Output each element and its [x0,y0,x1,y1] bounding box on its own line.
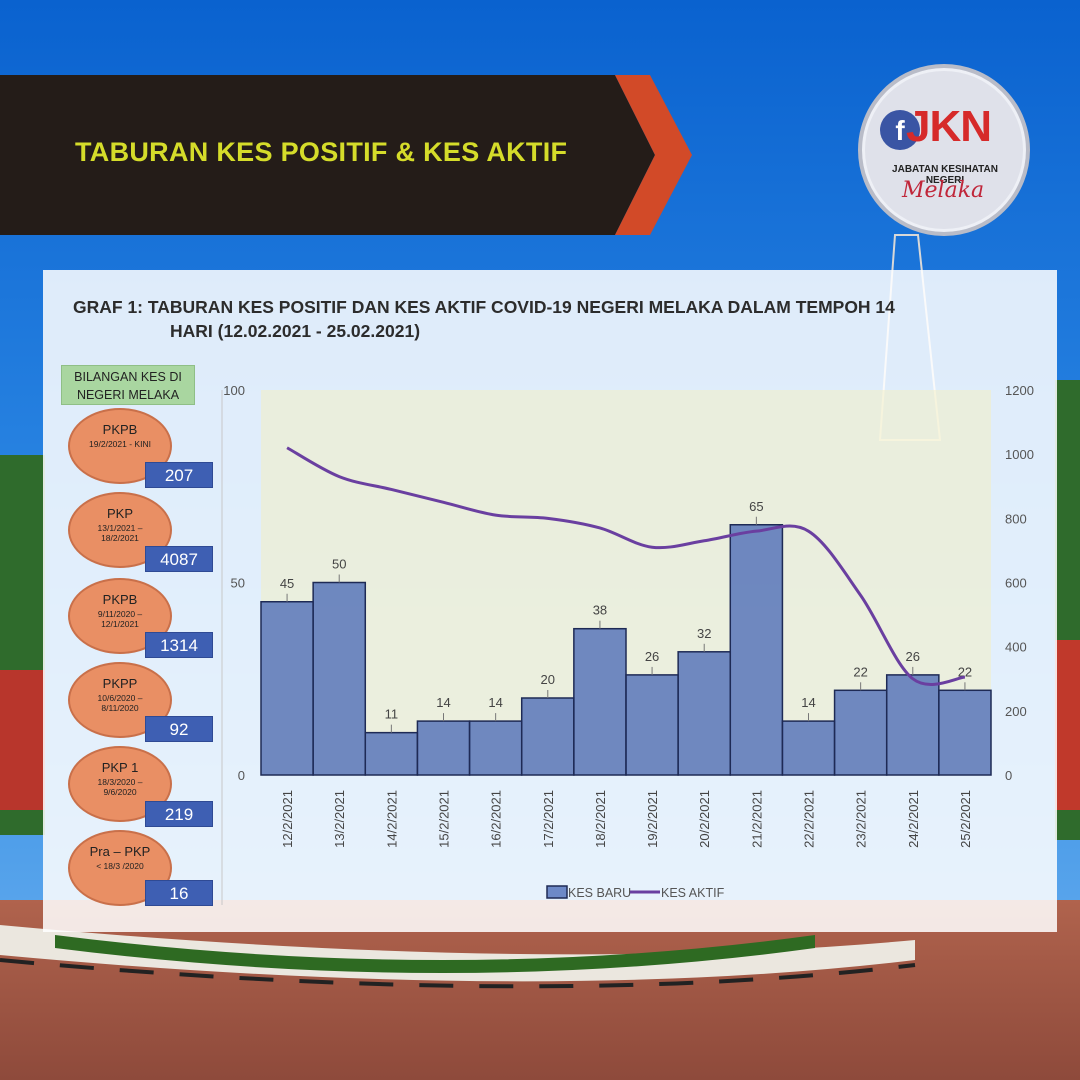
y-right-tick-label: 1200 [1005,383,1034,398]
x-tick-label: 16/2/2021 [489,790,504,848]
data-label: 14 [488,695,502,710]
phase-count: 92 [145,716,213,742]
phase-count: 207 [145,462,213,488]
chart-title-line-1: GRAF 1: TABURAN KES POSITIF DAN KES AKTI… [73,297,895,317]
logo-subtitle: JABATAN KESIHATAN NEGERI [892,164,998,186]
phase-count: 16 [145,880,213,906]
data-label: 14 [436,695,450,710]
y-left-tick-label: 50 [231,576,245,591]
phase-date: 18/3/2020 – 9/6/2020 [97,777,143,797]
x-tick-label: 15/2/2021 [437,790,452,848]
legend-label-kes-aktif: KES AKTIF [661,886,725,900]
data-label: 11 [385,707,399,722]
bar [938,689,992,776]
x-tick-label: 13/2/2021 [332,790,347,848]
banner-title: TABURAN KES POSITIF & KES AKTIF [75,137,568,167]
x-tick-label: 25/2/2021 [958,790,973,848]
x-tick-label: 20/2/2021 [697,790,712,848]
data-label: 22 [853,664,867,679]
bar [677,651,732,776]
data-label: 38 [593,603,607,618]
jkn-logo: f JKN JABATAN KESIHATAN NEGERI Melaka [858,64,1030,236]
phase-name: PKPP [102,676,138,691]
x-tick-label: 24/2/2021 [906,790,921,848]
bar [260,601,314,776]
phase-date: < 18/3 /2020 [96,861,144,871]
bar [520,697,575,776]
phase-count: 219 [145,801,213,827]
y-right-tick-label: 400 [1005,640,1027,655]
data-label: 45 [280,576,294,591]
bar [833,689,888,776]
legend-swatch-kes-baru [546,885,568,899]
x-tick-label: 21/2/2021 [749,790,764,848]
data-label: 32 [697,626,711,641]
phase-ellipse: PKP 13/1/2021 – 18/2/2021 [68,492,172,568]
phase-date: 9/11/2020 – 12/1/2021 [97,609,143,629]
data-label: 65 [749,499,763,514]
y-right-tick-label: 0 [1005,768,1012,783]
data-label: 14 [801,695,815,710]
y-right-tick-label: 600 [1005,576,1027,591]
x-tick-label: 19/2/2021 [645,790,660,848]
y-left-tick-label: 100 [223,383,245,398]
title-banner [0,75,692,235]
bar [781,720,836,776]
y-left-tick-label: 0 [238,768,245,783]
bar [885,674,940,776]
bar [625,674,679,776]
phase-name: PKPB [102,592,138,607]
chart-title-line-2: HARI (12.02.2021 - 25.02.2021) [170,321,421,341]
x-tick-label: 22/2/2021 [802,790,817,848]
legend-label-kes-baru: KES BARU [568,886,631,900]
y-right-tick-label: 800 [1005,511,1027,526]
data-label: 26 [906,649,920,664]
x-tick-label: 18/2/2021 [593,790,608,848]
data-label: 50 [332,557,346,572]
bar [573,627,627,776]
bar [312,581,367,776]
phase-name: Pra – PKP [89,844,151,859]
x-tick-label: 17/2/2021 [541,790,556,848]
phase-name: PKPB [102,422,138,437]
x-tick-label: 12/2/2021 [280,790,295,848]
y-right-tick-label: 200 [1005,704,1027,719]
phase-count: 1314 [145,632,213,658]
data-label: 26 [645,649,659,664]
data-label: 20 [541,672,555,687]
phase-name: PKP [106,506,133,521]
chart-title: GRAF 1: TABURAN KES POSITIF DAN KES AKTI… [73,295,1033,343]
facebook-f-icon: f [880,110,920,150]
bar [729,524,784,776]
kes-aktif-line [286,446,966,686]
phase-date: 10/6/2020 – 8/11/2020 [97,693,143,713]
phase-count: 4087 [145,546,213,572]
x-tick-label: 14/2/2021 [384,790,399,848]
phase-name: PKP 1 [101,760,139,775]
bar [416,720,471,776]
logo-brand: JKN [906,102,992,151]
phase-date: 13/1/2021 – 18/2/2021 [97,523,143,543]
side-panel-header: BILANGAN KES DI NEGERI MELAKA [61,365,195,405]
bar [364,731,419,776]
y-right-tick-label: 1000 [1005,447,1034,462]
logo-script: Melaka [902,178,985,203]
x-tick-label: 23/2/2021 [854,790,869,848]
data-label: 22 [958,664,972,679]
phase-date: 19/2/2021 - KINI [89,439,151,449]
bar [468,720,523,776]
